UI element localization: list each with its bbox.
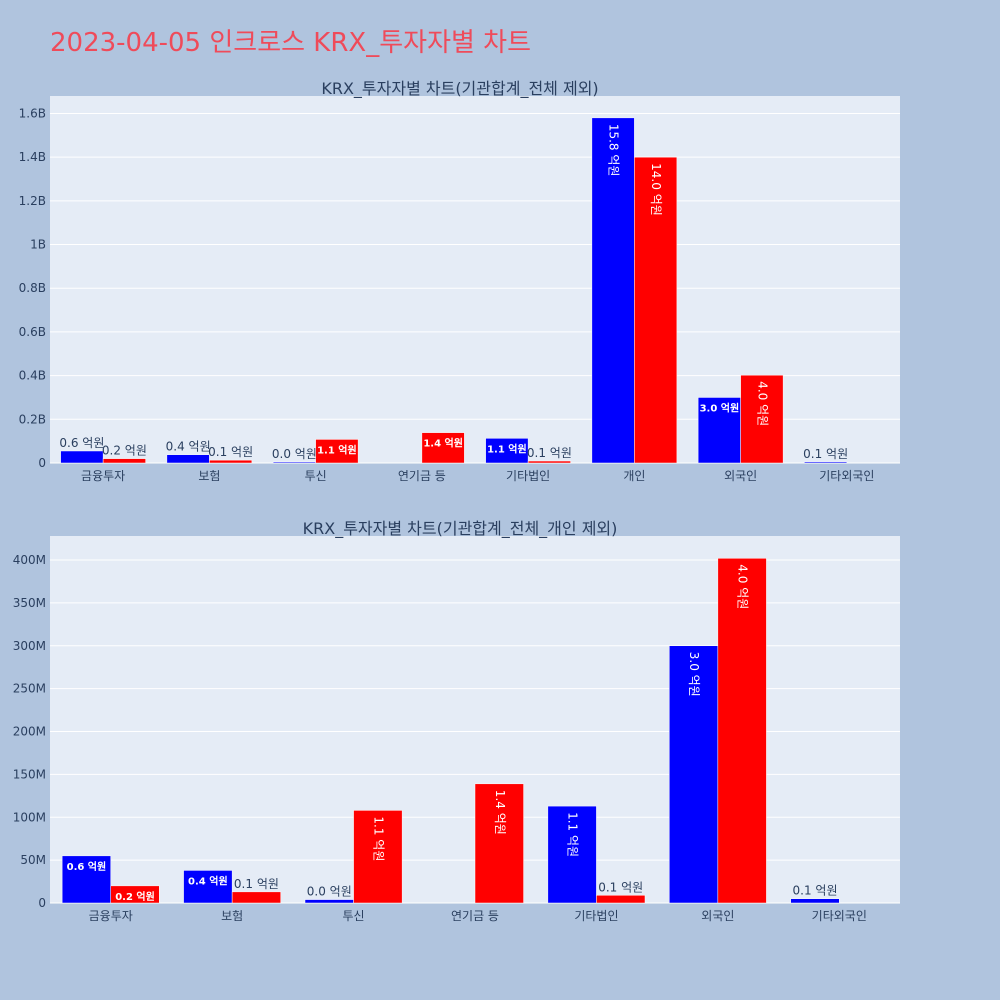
chart1-bar: [485, 438, 529, 464]
chart2-bar: [110, 885, 160, 904]
chart2-bar: [717, 558, 767, 904]
chart2-ytick-label: 300M: [13, 639, 46, 653]
chart2-bar: [183, 870, 233, 904]
chart1-bar: [60, 450, 104, 464]
chart1-bar: [209, 459, 253, 464]
chart1-data-label: 1.1 억원: [317, 443, 357, 456]
chart2-data-label: 0.0 억원: [307, 885, 352, 899]
chart2-data-label: 0.1 억원: [234, 877, 279, 891]
chart2-bar: [790, 898, 840, 904]
chart1-xtick-label: 기타법인: [506, 469, 550, 483]
chart2-data-label: 3.0 억원: [687, 652, 701, 697]
chart1-bar: [315, 439, 359, 464]
chart2-ytick-label: 50M: [20, 853, 46, 867]
chart2-ytick-label: 100M: [13, 810, 46, 824]
chart1-xtick-label: 외국인: [724, 469, 757, 483]
chart2-bar: [547, 805, 597, 904]
chart1-xtick-label: 연기금 등: [398, 469, 446, 483]
chart2-ytick-label: 0: [38, 896, 46, 910]
chart2-bar: [474, 783, 524, 904]
chart2-title: KRX_투자자별 차트(기관합계_전체_개인 제외): [303, 519, 618, 539]
chart1-ytick-label: 0.2B: [19, 412, 46, 426]
chart1-data-label: 0.0 억원: [272, 447, 317, 461]
chart1-xtick-label: 보험: [198, 469, 220, 483]
chart2-ytick-label: 350M: [13, 596, 46, 610]
chart2-ytick-label: 400M: [13, 553, 46, 567]
chart2-xtick-label: 보험: [221, 909, 243, 923]
chart1-data-label: 0.1 억원: [803, 447, 848, 461]
chart1-data-label: 1.1 억원: [487, 442, 527, 455]
chart1-xtick-label: 개인: [623, 469, 645, 483]
chart1-bar: [740, 374, 784, 464]
chart1-ytick-label: 1B: [30, 238, 46, 252]
chart1-ytick-label: 0.6B: [19, 325, 46, 339]
chart2-data-label: 0.1 억원: [598, 880, 643, 894]
chart1-ytick-label: 1.6B: [19, 106, 46, 120]
chart1-data-label: 15.8 억원: [607, 124, 621, 177]
chart1-data-label: 0.1 억원: [208, 445, 253, 459]
chart1-ytick-label: 1.4B: [19, 150, 46, 164]
chart1-xtick-label: 기타외국인: [819, 469, 874, 483]
chart2-xtick-label: 연기금 등: [451, 909, 499, 923]
chart1-data-label: 0.1 억원: [527, 446, 572, 460]
chart2-data-label: 0.1 억원: [793, 884, 838, 898]
chart1-data-label: 0.6 억원: [59, 436, 104, 450]
chart1-data-label: 0.4 억원: [166, 440, 211, 454]
chart1-bar: [591, 117, 635, 464]
chart2-bar: [669, 645, 719, 904]
chart1-ytick-label: 0.4B: [19, 369, 46, 383]
chart2-data-label: 1.4 억원: [493, 790, 507, 835]
chart2-data-label: 1.1 억원: [371, 816, 385, 861]
chart1-data-label: 1.4 억원: [423, 437, 463, 450]
chart2-data-label: 0.4 억원: [188, 874, 228, 887]
chart1-bar: [527, 460, 571, 464]
chart1-bar: [102, 458, 146, 464]
chart2-bar: [61, 855, 111, 904]
chart1-bar: [421, 432, 465, 464]
chart1-bar: [634, 156, 678, 464]
chart1-bar: [804, 461, 848, 464]
chart2-data-label: 0.2 억원: [115, 890, 155, 903]
chart2-data-label: 0.6 억원: [67, 860, 107, 873]
chart2-xtick-label: 투신: [343, 909, 365, 923]
chart2-xtick-label: 기타법인: [574, 909, 618, 923]
chart2-ytick-label: 250M: [13, 682, 46, 696]
chart2-bar: [231, 891, 281, 904]
chart2-xtick-label: 외국인: [701, 909, 734, 923]
chart1-bar: [166, 454, 210, 464]
chart2-ytick-label: 200M: [13, 725, 46, 739]
chart1-xtick-label: 투신: [305, 469, 327, 483]
chart1-ytick-label: 0.8B: [19, 281, 46, 295]
chart1-title: KRX_투자자별 차트(기관합계_전체 제외): [321, 79, 598, 99]
chart1-data-label: 0.2 억원: [102, 444, 147, 458]
chart2-bar: [304, 899, 354, 904]
chart2-xtick-label: 기타외국인: [812, 909, 867, 923]
chart1-ytick-label: 0: [38, 456, 46, 470]
chart2-bar: [353, 810, 403, 904]
chart1-bar: [697, 397, 741, 464]
page-title: 2023-04-05 인크로스 KRX_투자자별 차트: [50, 28, 532, 58]
chart1-ytick-label: 1.2B: [19, 194, 46, 208]
chart1-data-label: 14.0 억원: [649, 163, 663, 216]
chart2-data-label: 4.0 억원: [736, 564, 750, 609]
chart2-bar: [596, 895, 646, 904]
chart2-xtick-label: 금융투자: [89, 909, 133, 923]
chart2-ytick-label: 150M: [13, 767, 46, 781]
chart1-data-label: 4.0 억원: [755, 381, 769, 426]
chart2-data-label: 1.1 억원: [566, 812, 580, 857]
chart1-data-label: 3.0 억원: [700, 401, 740, 414]
chart1-xtick-label: 금융투자: [81, 469, 125, 483]
